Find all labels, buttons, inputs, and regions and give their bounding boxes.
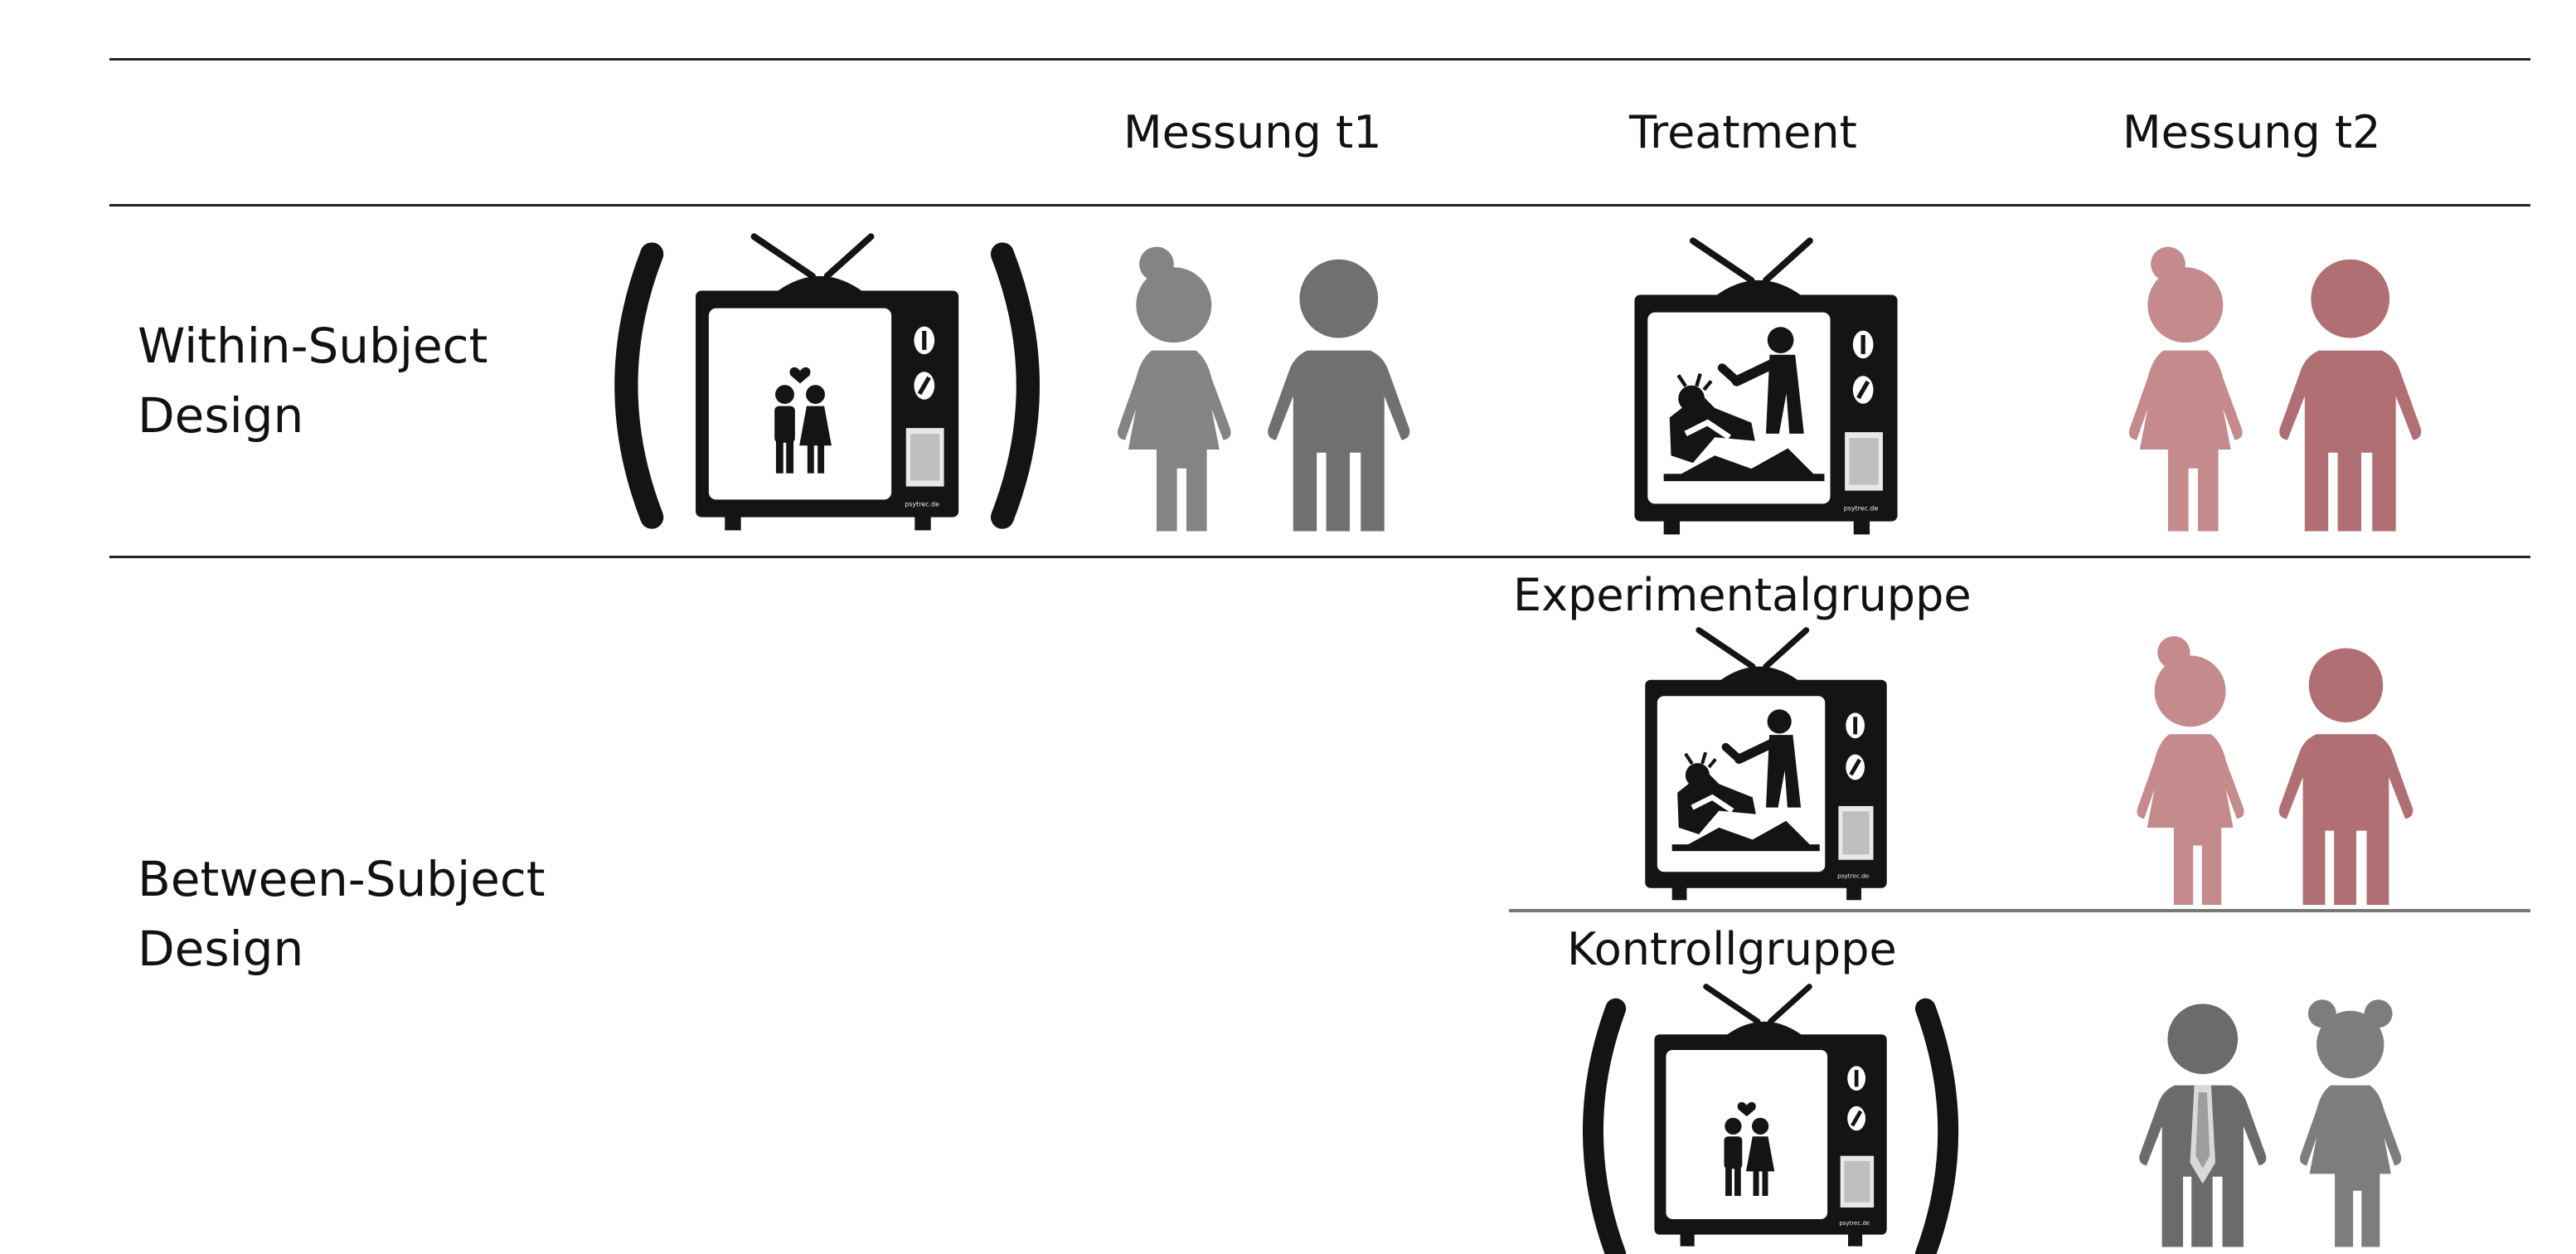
header-treatment: Treatment bbox=[1629, 106, 1857, 158]
children-icon bbox=[2137, 636, 2413, 906]
tv-love-icon bbox=[614, 232, 1040, 539]
top-rule bbox=[109, 58, 2530, 61]
label-between-line2: Design bbox=[138, 921, 304, 977]
header-rule bbox=[109, 204, 2530, 207]
label-between-line1: Between-Subject bbox=[138, 851, 546, 907]
label-within-line1: Within-Subject bbox=[138, 318, 488, 374]
children-icon bbox=[1117, 246, 1410, 532]
label-within-subject: Within-Subject Design bbox=[138, 311, 488, 450]
tv-violence-icon bbox=[1592, 626, 1940, 908]
label-between-subject: Between-Subject Design bbox=[138, 844, 546, 984]
label-experimentalgruppe: Experimentalgruppe bbox=[1513, 569, 1972, 621]
header-messung-t2: Messung t2 bbox=[2122, 106, 2381, 158]
tv-love-icon bbox=[1583, 983, 1959, 1254]
header-messung-t1: Messung t1 bbox=[1123, 106, 1382, 158]
children-icon bbox=[2128, 246, 2422, 532]
label-within-line2: Design bbox=[138, 387, 304, 444]
label-kontrollgruppe: Kontrollgruppe bbox=[1567, 923, 1897, 975]
suit-icon bbox=[2139, 999, 2402, 1247]
tv-violence-icon bbox=[1592, 236, 1940, 543]
group-separator bbox=[1509, 909, 2530, 912]
row-divider bbox=[109, 556, 2530, 558]
